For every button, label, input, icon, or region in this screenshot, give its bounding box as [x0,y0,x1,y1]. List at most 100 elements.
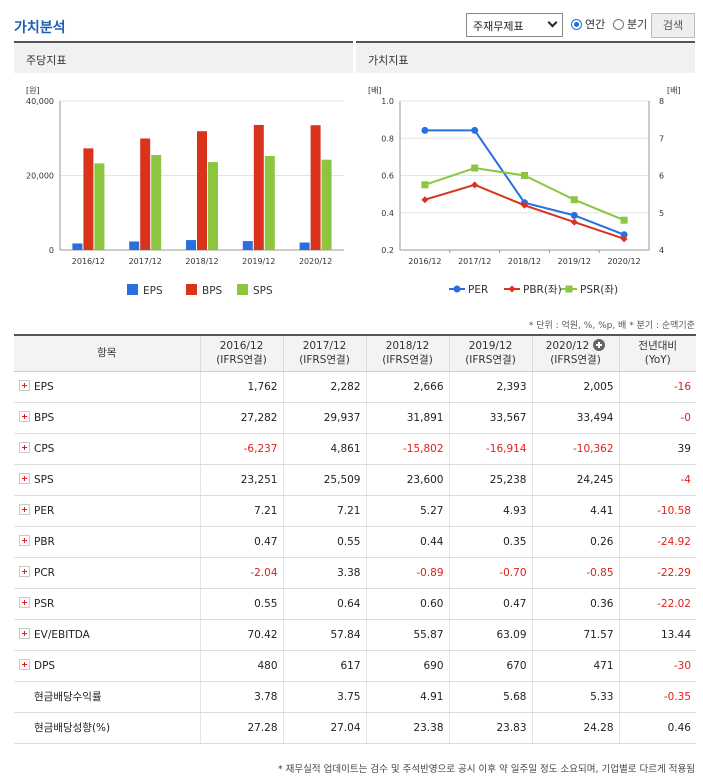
x-tick-label: 2020/12 [299,257,332,266]
row-label[interactable]: PCR [14,557,200,589]
search-button[interactable]: 검색 [651,13,695,38]
row-label[interactable]: SPS [14,464,200,496]
table-row: DPS 480 617 690 670 471 -30 [14,650,696,682]
point-per [421,126,429,134]
cell-yoy: -0.35 [618,681,696,713]
cell-yoy: 39 [618,433,696,465]
cell-value: 0.60 [365,588,449,620]
expand-plus-icon[interactable] [19,535,30,546]
cell-value: -16,914 [448,433,532,465]
cell-yoy: -22.02 [618,588,696,620]
table-row: EPS 1,762 2,282 2,666 2,393 2,005 -16 [14,371,696,403]
cell-value: 3.78 [199,681,283,713]
cell-value: 5.68 [448,681,532,713]
x-tick-label: 2019/12 [242,257,275,266]
legend-label: EPS [143,285,163,297]
point-psr [570,196,578,204]
cell-value: 0.55 [282,526,366,558]
bar-eps [129,241,140,250]
statement-select[interactable]: 주재무제표 [466,13,563,37]
point-pbr [620,235,628,243]
point-psr [620,216,628,224]
row-name: PCR [34,567,55,579]
point-per [620,231,628,239]
cell-value: -0.89 [365,557,449,589]
cell-value: 24.28 [531,712,619,744]
cell-value: 0.35 [448,526,532,558]
bar-bps [83,148,94,250]
header-item: 항목 [14,335,200,372]
cell-value: 7.21 [282,495,366,527]
cell-value: 23.38 [365,712,449,744]
cell-value: 7.21 [199,495,283,527]
cell-value: 690 [365,650,449,682]
y-left-tick-label: 0.8 [381,134,394,143]
cell-value: 0.55 [199,588,283,620]
expand-plus-icon[interactable] [19,473,30,484]
expand-plus-icon[interactable] [19,442,30,453]
page-title: 가치분석 [14,20,66,36]
cell-value: 4.91 [365,681,449,713]
row-name: 현금배당수익률 [34,691,102,703]
expand-plus-icon[interactable] [19,659,30,670]
cell-value: 25,238 [448,464,532,496]
cell-value: 71.57 [531,619,619,651]
cell-value: 24,245 [531,464,619,496]
radio-annual[interactable]: 연간 [571,16,605,32]
row-label[interactable]: BPS [14,402,200,434]
cell-value: 0.44 [365,526,449,558]
cell-value: -2.04 [199,557,283,589]
per-share-panel: 주당지표 [원] 0 20,000 40,000 2016/12 2017/12 2018/… [14,41,353,301]
row-label[interactable]: PBR [14,526,200,558]
header-col-4: 2020/12 (IFRS연결) [531,335,619,372]
expand-plus-icon[interactable] [19,628,30,639]
legend-label: PER [468,284,488,296]
radio-quarter-label: 분기 [627,18,648,31]
row-label[interactable]: DPS [14,650,200,682]
table-row: PBR 0.47 0.55 0.44 0.35 0.26 -24.92 [14,526,696,558]
x-tick-label: 2019/12 [558,257,591,266]
bar-eps [299,242,310,250]
x-tick-label: 2017/12 [458,257,491,266]
x-tick-label: 2018/12 [508,257,541,266]
header: 가치분석 주재무제표 연간 분기 검색 [0,0,703,40]
cell-value: 4,861 [282,433,366,465]
header-col-2: 2018/12 (IFRS연결) [365,335,449,372]
radio-annual-label: 연간 [585,18,606,31]
table-row: CPS -6,237 4,861 -15,802 -16,914 -10,362 39 [14,433,696,465]
row-label[interactable]: PER [14,495,200,527]
expand-plus-icon[interactable] [19,380,30,391]
table-row: 현금배당수익률 3.78 3.75 4.91 5.68 5.33 -0.35 [14,681,696,713]
valuation-panel: 가치지표 [배] [배] 0.2 0.4 0.6 0.8 1.0 4 5 6 7 8 2016/12 20… [356,41,695,301]
radio-quarter[interactable]: 분기 [613,16,647,32]
header-yoy: 전년대비 (YoY) [618,335,696,372]
bar-sps [264,155,275,250]
row-name: EPS [34,381,54,393]
row-name: PSR [34,598,55,610]
add-column-icon[interactable] [593,339,606,352]
row-label[interactable]: EV/EBITDA [14,619,200,651]
row-label[interactable]: CPS [14,433,200,465]
cell-value: 4.93 [448,495,532,527]
cell-value: 23,251 [199,464,283,496]
bar-sps [94,163,105,250]
legend-marker [565,285,573,293]
x-tick-label: 2018/12 [185,257,218,266]
expand-plus-icon[interactable] [19,411,30,422]
row-label[interactable]: EPS [14,371,200,403]
cell-yoy: -10.58 [618,495,696,527]
row-label: 현금배당수익률 [14,681,200,713]
point-psr [421,181,429,189]
bar-sps [151,154,162,250]
cell-value: 0.36 [531,588,619,620]
point-pbr [521,201,528,209]
cell-value: 670 [448,650,532,682]
cell-value: -10,362 [531,433,619,465]
expand-plus-icon[interactable] [19,566,30,577]
bar-eps [72,243,83,250]
expand-plus-icon[interactable] [19,504,30,515]
y-tick-label: 0 [49,246,54,255]
row-label[interactable]: PSR [14,588,200,620]
point-psr [471,164,479,172]
expand-plus-icon[interactable] [19,597,30,608]
